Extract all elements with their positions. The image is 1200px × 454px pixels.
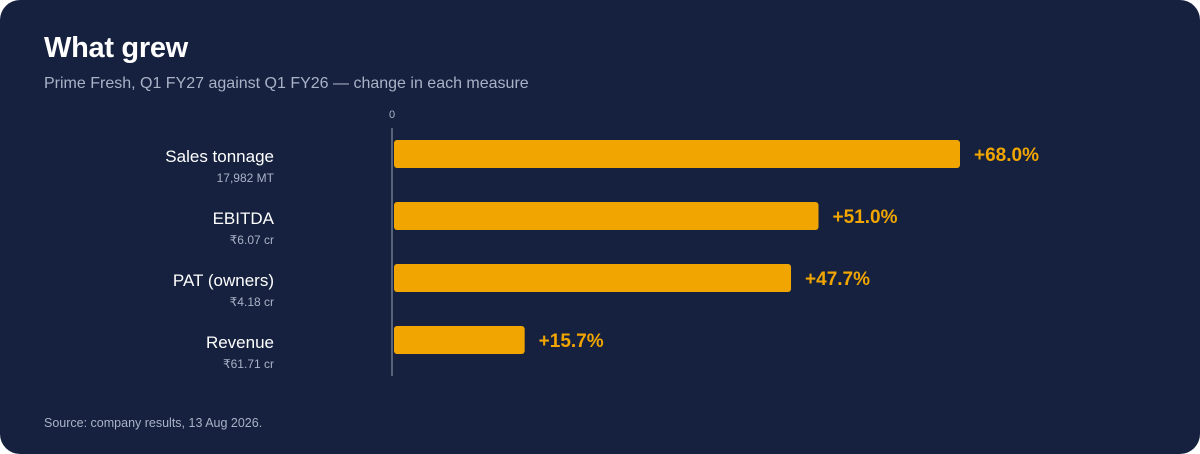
zero-tick-label: 0 — [389, 109, 395, 121]
category-label: EBITDA — [213, 209, 275, 228]
category-sublabel: 17,982 MT — [217, 171, 275, 185]
bar-value-label: +47.7% — [805, 269, 870, 290]
category-label: Revenue — [206, 333, 274, 352]
bar — [394, 202, 819, 230]
category-label: Sales tonnage — [165, 147, 274, 166]
bar-value-label: +68.0% — [974, 145, 1039, 166]
category-sublabel: ₹6.07 cr — [230, 233, 274, 247]
bar — [394, 140, 960, 168]
bar — [394, 326, 525, 354]
category-sublabel: ₹61.71 cr — [223, 357, 274, 371]
source-note: Source: company results, 13 Aug 2026. — [44, 416, 263, 430]
chart-subtitle: Prime Fresh, Q1 FY27 against Q1 FY26 — c… — [44, 75, 529, 92]
bar — [394, 264, 792, 292]
bar-value-label: +15.7% — [539, 331, 604, 352]
category-label: PAT (owners) — [173, 271, 274, 290]
chart-title: What grew — [44, 32, 188, 64]
bar-group: +68.0% Sales tonnage 17,982 MT +51.0% EBITDA… — [165, 140, 1039, 371]
category-sublabel: ₹4.18 cr — [230, 295, 274, 309]
bar-value-label: +51.0% — [833, 207, 898, 228]
